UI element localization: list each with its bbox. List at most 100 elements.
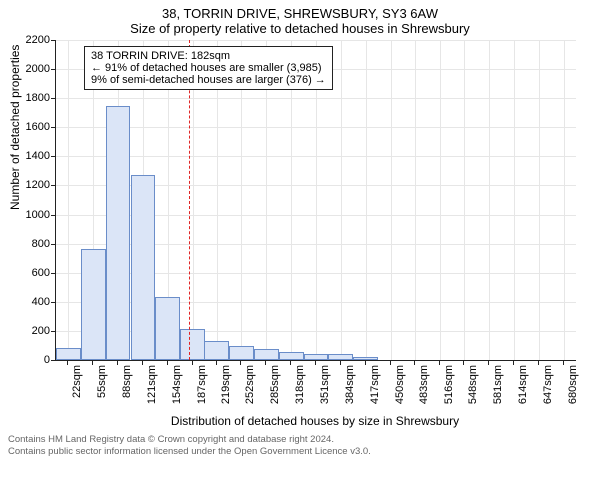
y-tick-label: 1200 — [10, 179, 50, 191]
chart-title-line2: Size of property relative to detached ho… — [0, 21, 600, 40]
plot-region: 38 TORRIN DRIVE: 182sqm ← 91% of detache… — [55, 40, 576, 361]
gridline-vertical — [68, 40, 69, 360]
histogram-bar — [81, 249, 106, 360]
x-axis-title: Distribution of detached houses by size … — [55, 410, 575, 428]
info-box-line3: 9% of semi-detached houses are larger (3… — [91, 74, 326, 86]
x-tick-mark — [67, 360, 68, 365]
x-tick-mark — [216, 360, 217, 365]
x-tick-mark — [117, 360, 118, 365]
info-box-line1: 38 TORRIN DRIVE: 182sqm — [91, 50, 326, 62]
x-tick-label: 285sqm — [269, 365, 281, 404]
x-tick-mark — [240, 360, 241, 365]
gridline-vertical — [464, 40, 465, 360]
x-tick-label: 55sqm — [96, 365, 108, 398]
y-tick-mark — [51, 331, 56, 332]
y-tick-label: 1000 — [10, 209, 50, 221]
info-box: 38 TORRIN DRIVE: 182sqm ← 91% of detache… — [84, 46, 333, 90]
x-tick-mark — [265, 360, 266, 365]
histogram-bar — [131, 175, 156, 360]
x-tick-label: 154sqm — [171, 365, 183, 404]
gridline-vertical — [539, 40, 540, 360]
x-tick-mark — [538, 360, 539, 365]
histogram-bar — [353, 357, 378, 360]
y-tick-label: 200 — [10, 325, 50, 337]
histogram-bar — [204, 341, 229, 360]
histogram-bar — [254, 349, 279, 360]
x-tick-mark — [340, 360, 341, 365]
gridline-vertical — [564, 40, 565, 360]
x-tick-label: 548sqm — [467, 365, 479, 404]
x-tick-label: 647sqm — [542, 365, 554, 404]
x-tick-mark — [365, 360, 366, 365]
y-tick-mark — [51, 244, 56, 245]
x-tick-label: 417sqm — [369, 365, 381, 404]
histogram-bar — [229, 346, 254, 360]
x-tick-mark — [315, 360, 316, 365]
y-tick-label: 1600 — [10, 121, 50, 133]
x-tick-label: 187sqm — [196, 365, 208, 404]
y-tick-mark — [51, 302, 56, 303]
gridline-vertical — [440, 40, 441, 360]
x-tick-mark — [390, 360, 391, 365]
x-tick-label: 614sqm — [517, 365, 529, 404]
x-tick-mark — [439, 360, 440, 365]
x-tick-label: 351sqm — [319, 365, 331, 404]
x-tick-label: 384sqm — [344, 365, 356, 404]
y-tick-label: 400 — [10, 296, 50, 308]
x-tick-label: 516sqm — [443, 365, 455, 404]
y-tick-label: 1400 — [10, 150, 50, 162]
x-tick-mark — [142, 360, 143, 365]
histogram-bar — [180, 329, 205, 360]
x-tick-label: 450sqm — [394, 365, 406, 404]
footer: Contains HM Land Registry data © Crown c… — [0, 428, 600, 465]
histogram-bar — [106, 106, 131, 360]
x-tick-label: 581sqm — [492, 365, 504, 404]
x-tick-mark — [463, 360, 464, 365]
y-tick-label: 2200 — [10, 34, 50, 46]
histogram-bar — [56, 348, 81, 360]
x-tick-label: 219sqm — [220, 365, 232, 404]
y-tick-mark — [51, 273, 56, 274]
y-tick-label: 2000 — [10, 63, 50, 75]
gridline-vertical — [489, 40, 490, 360]
x-tick-mark — [414, 360, 415, 365]
x-tick-mark — [563, 360, 564, 365]
chart-area: 38 TORRIN DRIVE: 182sqm ← 91% of detache… — [55, 40, 575, 410]
y-tick-mark — [51, 215, 56, 216]
y-tick-mark — [51, 185, 56, 186]
y-tick-label: 1800 — [10, 92, 50, 104]
y-tick-mark — [51, 40, 56, 41]
histogram-bar — [279, 352, 304, 360]
chart-title-line1: 38, TORRIN DRIVE, SHREWSBURY, SY3 6AW — [0, 0, 600, 21]
x-tick-mark — [488, 360, 489, 365]
x-tick-label: 121sqm — [146, 365, 158, 404]
x-tick-label: 680sqm — [567, 365, 579, 404]
info-box-line2: ← 91% of detached houses are smaller (3,… — [91, 62, 326, 74]
gridline-vertical — [514, 40, 515, 360]
x-tick-label: 318sqm — [294, 365, 306, 404]
x-tick-label: 252sqm — [244, 365, 256, 404]
gridline-vertical — [391, 40, 392, 360]
y-tick-mark — [51, 69, 56, 70]
x-tick-mark — [192, 360, 193, 365]
y-tick-mark — [51, 98, 56, 99]
footer-line2: Contains public sector information licen… — [8, 446, 592, 458]
x-tick-mark — [92, 360, 93, 365]
x-tick-mark — [513, 360, 514, 365]
y-tick-label: 600 — [10, 267, 50, 279]
y-tick-mark — [51, 127, 56, 128]
histogram-bar — [155, 297, 180, 360]
chart-container: 38, TORRIN DRIVE, SHREWSBURY, SY3 6AW Si… — [0, 0, 600, 465]
gridline-vertical — [415, 40, 416, 360]
y-tick-mark — [51, 360, 56, 361]
gridline-vertical — [341, 40, 342, 360]
y-tick-mark — [51, 156, 56, 157]
y-tick-label: 800 — [10, 238, 50, 250]
x-tick-label: 483sqm — [418, 365, 430, 404]
y-tick-label: 0 — [10, 354, 50, 366]
x-tick-mark — [290, 360, 291, 365]
x-tick-label: 88sqm — [121, 365, 133, 398]
x-tick-label: 22sqm — [71, 365, 83, 398]
gridline-vertical — [366, 40, 367, 360]
footer-line1: Contains HM Land Registry data © Crown c… — [8, 434, 592, 446]
